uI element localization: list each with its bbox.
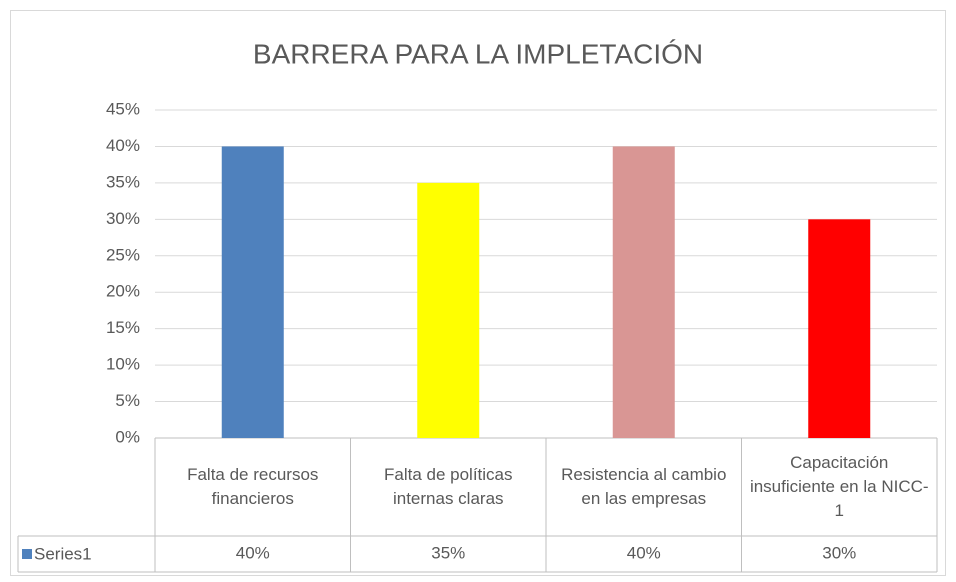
bar [808, 219, 871, 438]
bar [612, 146, 675, 438]
data-label: 30% [822, 543, 856, 562]
legend-key [22, 549, 32, 559]
y-tick-label: 25% [106, 245, 140, 264]
y-tick-label: 40% [106, 136, 140, 155]
y-tick-label: 35% [106, 172, 140, 191]
y-tick-label: 10% [106, 355, 140, 374]
data-label: 40% [236, 543, 270, 562]
x-tick-label: Capacitación insuficiente en la NICC-1 [749, 453, 929, 520]
x-tick-label-box: Resistencia al cambio en las empresas [561, 465, 727, 508]
y-tick-label: 15% [106, 318, 140, 337]
bar [417, 182, 480, 438]
x-tick-label-box: Capacitación insuficiente en la NICC-1 [749, 453, 929, 520]
y-tick-label: 0% [115, 427, 140, 446]
x-tick-label: Falta de políticas internas claras [383, 465, 513, 508]
x-tick-label-box: Falta de políticas internas claras [383, 465, 513, 508]
legend-label: Series1 [34, 544, 92, 563]
bar [221, 146, 284, 438]
y-tick-label: 45% [106, 99, 140, 118]
y-tick-label: 30% [106, 209, 140, 228]
chart-title: BARRERA PARA LA IMPLETACIÓN [253, 38, 703, 69]
data-label: 40% [627, 543, 661, 562]
x-tick-label: Falta de recursos financieros [187, 465, 319, 508]
y-tick-label: 20% [106, 282, 140, 301]
data-label: 35% [431, 543, 465, 562]
y-tick-label: 5% [115, 391, 140, 410]
x-tick-label-box: Falta de recursos financieros [187, 465, 319, 508]
x-tick-label: Resistencia al cambio en las empresas [561, 465, 727, 508]
